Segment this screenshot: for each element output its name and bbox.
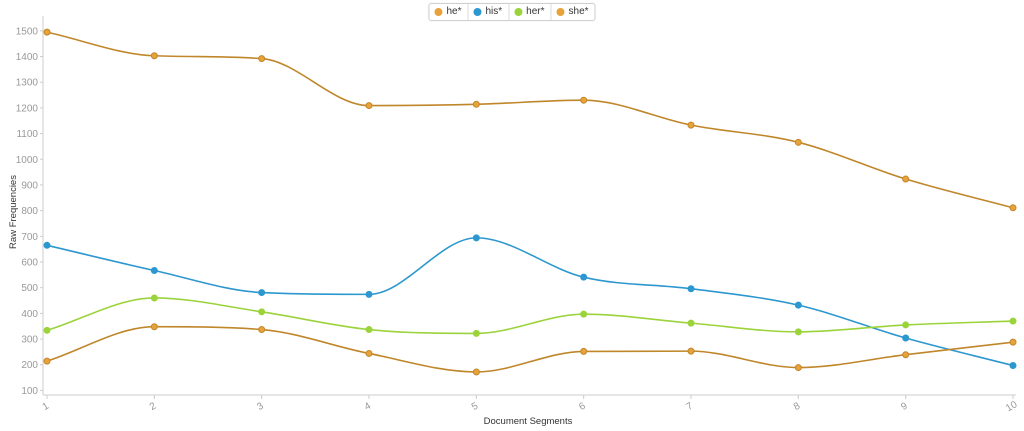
data-point-she[interactable] — [580, 347, 588, 355]
y-tick-label: 800 — [21, 206, 38, 217]
data-point-her[interactable] — [150, 294, 158, 302]
x-tick-label: 9 — [899, 400, 910, 413]
legend-swatch-she — [556, 8, 565, 16]
legend-item-her[interactable]: her* — [509, 4, 552, 20]
data-point-he[interactable] — [365, 102, 373, 110]
data-point-her[interactable] — [365, 326, 373, 334]
legend-swatch-his — [473, 8, 482, 16]
legend-label-his: his* — [485, 6, 503, 17]
series-line-his — [46, 237, 1014, 367]
data-point-his[interactable] — [902, 334, 910, 342]
data-point-she[interactable] — [472, 368, 480, 376]
data-point-her[interactable] — [902, 321, 910, 329]
y-tick-label: 1100 — [16, 129, 38, 140]
data-point-his[interactable] — [580, 273, 588, 281]
x-tick-label: 1 — [41, 400, 52, 413]
data-point-he[interactable] — [1009, 204, 1017, 212]
data-point-her[interactable] — [1009, 317, 1017, 325]
data-point-she[interactable] — [1009, 338, 1017, 346]
x-tick-label: 8 — [792, 400, 803, 413]
data-point-his[interactable] — [472, 234, 480, 242]
data-point-she[interactable] — [43, 357, 51, 365]
data-point-she[interactable] — [902, 351, 910, 359]
data-point-he[interactable] — [902, 175, 910, 183]
y-tick-label: 1500 — [16, 26, 39, 37]
legend-item-his[interactable]: his* — [468, 4, 510, 20]
y-tick-label: 1200 — [16, 103, 39, 114]
data-point-her[interactable] — [43, 326, 51, 334]
x-tick-label: 4 — [363, 400, 374, 413]
x-tick-label: 10 — [1004, 399, 1020, 414]
data-point-she[interactable] — [687, 347, 695, 355]
legend-swatch-he — [434, 8, 443, 16]
legend-label-she: she* — [568, 6, 589, 17]
data-point-her[interactable] — [687, 319, 695, 327]
x-tick-label: 6 — [577, 400, 588, 413]
y-tick-label: 900 — [21, 180, 38, 191]
legend-item-he[interactable]: he* — [429, 4, 469, 20]
data-point-her[interactable] — [794, 328, 802, 336]
data-point-his[interactable] — [365, 290, 373, 298]
data-point-his[interactable] — [687, 285, 695, 293]
data-point-his[interactable] — [1009, 362, 1017, 370]
series-line-he — [46, 31, 1014, 209]
y-tick-label: 400 — [21, 309, 38, 320]
data-point-she[interactable] — [794, 364, 802, 372]
y-tick-label: 100 — [21, 386, 38, 397]
data-point-she[interactable] — [150, 323, 158, 331]
legend-item-she[interactable]: she* — [552, 4, 595, 20]
series-line-her — [46, 297, 1014, 335]
data-point-he[interactable] — [580, 96, 588, 104]
series-lines — [46, 31, 1014, 373]
x-axis: 1 2 3 4 5 6 7 8 9 10 — [41, 394, 1020, 414]
data-point-his[interactable] — [150, 266, 158, 274]
y-tick-label: 1000 — [16, 155, 39, 166]
data-point-her[interactable] — [472, 329, 480, 337]
legend-swatch-her — [514, 8, 523, 16]
y-axis-title: Raw Frequencies — [8, 175, 19, 249]
y-tick-label: 500 — [21, 283, 38, 294]
data-point-she[interactable] — [258, 326, 266, 334]
data-point-he[interactable] — [472, 100, 480, 108]
y-tick-label: 600 — [21, 258, 38, 269]
data-point-he[interactable] — [687, 121, 695, 129]
x-tick-label: 2 — [148, 400, 159, 413]
y-tick-label: 1400 — [16, 52, 39, 63]
legend: he* his* her* she* — [428, 3, 596, 21]
data-point-he[interactable] — [258, 55, 266, 63]
y-tick-label: 200 — [21, 360, 38, 371]
x-axis-title: Document Segments — [484, 416, 573, 427]
x-tick-label: 3 — [255, 400, 266, 413]
y-tick-label: 300 — [21, 335, 38, 346]
series-points — [43, 28, 1017, 376]
data-point-her[interactable] — [258, 308, 266, 316]
data-point-his[interactable] — [43, 241, 51, 249]
y-tick-label: 1300 — [16, 78, 39, 89]
data-point-his[interactable] — [258, 289, 266, 297]
data-point-his[interactable] — [794, 301, 802, 309]
y-axis: 100 200 300 400 500 600 700 800 900 1000 1100 1200 1… — [16, 16, 44, 397]
data-point-her[interactable] — [580, 310, 588, 318]
legend-label-her: her* — [526, 6, 545, 17]
data-point-he[interactable] — [150, 52, 158, 60]
x-tick-label: 7 — [685, 400, 696, 413]
data-point-he[interactable] — [794, 138, 802, 146]
y-tick-label: 700 — [21, 232, 38, 243]
series-line-she — [46, 325, 1014, 373]
data-point-she[interactable] — [365, 349, 373, 357]
x-tick-label: 5 — [470, 400, 481, 413]
data-point-he[interactable] — [43, 28, 51, 36]
legend-label-he: he* — [446, 6, 462, 17]
